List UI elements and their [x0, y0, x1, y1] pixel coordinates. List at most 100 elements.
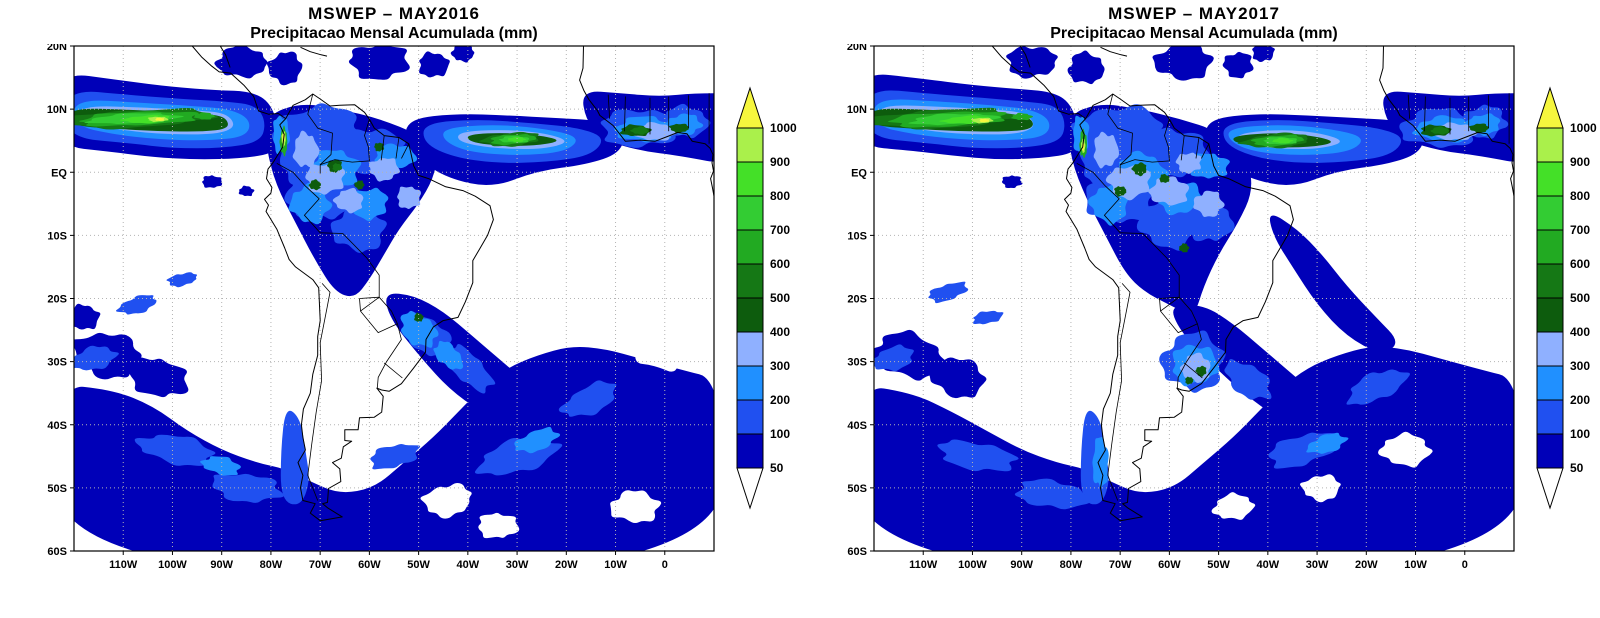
colorbar-tick-label: 200 — [770, 393, 790, 407]
lon-tick-label: 90W — [210, 559, 233, 571]
lat-tick-label: 60S — [847, 546, 867, 558]
colorbar-segment — [1536, 263, 1564, 299]
lon-tick-label: 40W — [1257, 559, 1280, 571]
colorbar-tick-label: 100 — [1570, 427, 1590, 441]
lon-tick-label: 60W — [1158, 559, 1181, 571]
colorbar-tick-label: 800 — [1570, 189, 1590, 203]
lat-tick-label: 30S — [47, 357, 67, 369]
colorbar-tick-label: 1000 — [770, 121, 797, 135]
colorbar-tick-label: 100 — [770, 427, 790, 441]
map-subtitle-2017: Precipitacao Mensal Acumulada (mm) — [1050, 25, 1338, 42]
panel-titles-2017: MSWEP – MAY2017 Precipitacao Mensal Acum… — [874, 4, 1514, 43]
colorbar-segment — [736, 229, 764, 265]
colorbar-segment — [736, 161, 764, 197]
colorbar-tick-label: 300 — [1570, 359, 1590, 373]
lon-tick-label: 100W — [158, 559, 187, 571]
colorbar-tick-label: 1000 — [1570, 121, 1597, 135]
colorbar-segment — [1536, 127, 1564, 163]
lon-tick-label: 50W — [1207, 559, 1230, 571]
colorbar-tick-label: 50 — [770, 461, 784, 475]
lon-tick-label: 30W — [506, 559, 529, 571]
coastlines — [991, 46, 1514, 522]
lon-tick-label: 80W — [1060, 559, 1083, 571]
colorbar-tick-label: 400 — [770, 325, 790, 339]
colorbar-segment — [1536, 433, 1564, 469]
lon-tick-label: 20W — [1355, 559, 1378, 571]
colorbar-segment — [1536, 195, 1564, 231]
lon-tick-label: 100W — [958, 559, 987, 571]
lat-tick-label: 50S — [847, 483, 867, 495]
colorbar-tick-label: 900 — [1570, 155, 1590, 169]
colorbar-segment — [1536, 365, 1564, 401]
lat-tick-label: 10N — [847, 104, 867, 116]
lat-tick-label: 60S — [47, 546, 67, 558]
colorbar-segment — [736, 297, 764, 333]
colorbar-2016: 1000 900 800 700 600 500 400 300 200 100 50 — [736, 86, 797, 510]
lat-tick-label: 50S — [47, 483, 67, 495]
lon-tick-label: 20W — [555, 559, 578, 571]
lat-tick-label: 40S — [847, 420, 867, 432]
colorbar-tick-label: 50 — [1570, 461, 1584, 475]
lat-tick-label: 10N — [47, 104, 67, 116]
colorbar-tick-label: 700 — [1570, 223, 1590, 237]
colorbar-arrow-top — [736, 86, 764, 129]
map-title-2017: MSWEP – MAY2017 — [1108, 4, 1280, 23]
colorbar-tick-label: 700 — [770, 223, 790, 237]
panel-may2016: MSWEP – MAY2016 Precipitacao Mensal Acum… — [47, 4, 797, 571]
lat-tick-label: 10S — [47, 230, 67, 242]
colorbar-arrow-bottom — [1536, 467, 1564, 510]
lat-tick-label: 20N — [47, 44, 67, 53]
colorbar-segment — [1536, 399, 1564, 435]
colorbar-segment — [736, 365, 764, 401]
colorbar-tick-label: 500 — [1570, 291, 1590, 305]
panel-may2017: MSWEP – MAY2017 Precipitacao Mensal Acum… — [800, 0, 1600, 618]
lon-tick-label: 70W — [1109, 559, 1132, 571]
lon-tick-label: 0 — [1462, 559, 1468, 571]
colorbar-segment — [736, 433, 764, 469]
colorbar-2017: 1000 900 800 700 600 500 400 300 200 100 50 — [1536, 86, 1597, 510]
country-borders — [1076, 93, 1510, 501]
precipitation-field — [74, 46, 714, 551]
lat-tick-label: EQ — [51, 167, 67, 179]
colorbar-segment — [736, 127, 764, 163]
lat-tick-label: 30S — [847, 357, 867, 369]
axis-tick-labels: 20N 10N EQ 10S 20S 30S 40S 50S 60S 110W 100W 90W 80W… — [47, 44, 668, 571]
lat-tick-label: 10S — [847, 230, 867, 242]
colorbar-tick-label: 400 — [1570, 325, 1590, 339]
colorbar-arrow-bottom — [736, 467, 764, 510]
lat-tick-label: 20S — [847, 294, 867, 306]
colorbar-segment — [1536, 161, 1564, 197]
country-borders — [276, 93, 710, 501]
lat-tick-label: EQ — [851, 167, 867, 179]
lon-tick-label: 110W — [109, 559, 138, 571]
colorbar-tick-label: 600 — [770, 257, 790, 271]
colorbar-segment — [736, 195, 764, 231]
lon-tick-label: 10W — [604, 559, 627, 571]
precipitation-map-2017: 20N 10N EQ 10S 20S 30S 40S 50S 60S 110W 100W 90W 80W… — [847, 44, 1515, 571]
lon-tick-label: 50W — [407, 559, 430, 571]
lat-tick-label: 40S — [47, 420, 67, 432]
colorbar-tick-label: 800 — [770, 189, 790, 203]
colorbar-arrow-top — [1536, 86, 1564, 129]
graticule-grid — [74, 46, 714, 551]
colorbar-segment — [736, 331, 764, 367]
colorbar-segment — [1536, 297, 1564, 333]
precipitation-map-2016: 20N 10N EQ 10S 20S 30S 40S 50S 60S 110W 100W 90W 80W… — [47, 44, 715, 571]
colorbar-segment — [1536, 331, 1564, 367]
coastlines — [191, 46, 714, 522]
lon-tick-label: 70W — [309, 559, 332, 571]
lon-tick-label: 40W — [457, 559, 480, 571]
axis-tick-labels: 20N 10N EQ 10S 20S 30S 40S 50S 60S 110W 100W 90W 80W… — [847, 44, 1468, 571]
colorbar-tick-label: 600 — [1570, 257, 1590, 271]
colorbar-tick-label: 900 — [770, 155, 790, 169]
lon-tick-label: 80W — [260, 559, 283, 571]
colorbar-segment — [736, 263, 764, 299]
colorbar-tick-label: 500 — [770, 291, 790, 305]
map-title-2016: MSWEP – MAY2016 — [308, 4, 480, 23]
lon-tick-label: 90W — [1010, 559, 1033, 571]
lon-tick-label: 10W — [1404, 559, 1427, 571]
lat-tick-label: 20S — [47, 294, 67, 306]
map-subtitle-2016: Precipitacao Mensal Acumulada (mm) — [250, 25, 538, 42]
colorbar-segment — [736, 399, 764, 435]
panel-titles-2016: MSWEP – MAY2016 Precipitacao Mensal Acum… — [74, 4, 714, 43]
